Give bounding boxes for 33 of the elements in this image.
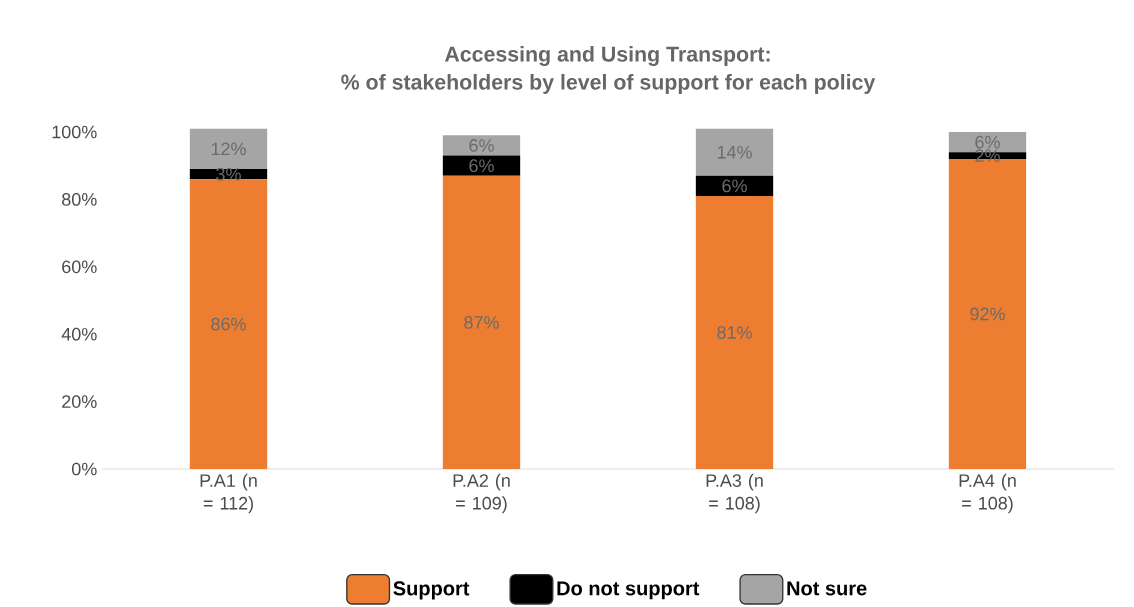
bar	[442, 175, 521, 469]
bar	[695, 175, 774, 197]
data-label: 3%	[216, 167, 241, 181]
data-label: 81%	[717, 326, 752, 339]
y-tick-label: 60%	[62, 260, 97, 274]
data-label: 86%	[211, 317, 246, 331]
legend-label: Do not support	[557, 581, 700, 600]
bar	[695, 196, 774, 469]
x-tick-label: P.A1 (n = 112)	[200, 473, 257, 514]
data-label: 92%	[970, 307, 1005, 321]
data-label: 12%	[211, 142, 246, 156]
data-label: 6%	[469, 139, 494, 152]
legend-label: Support	[393, 581, 470, 600]
bar	[189, 179, 268, 469]
bar	[442, 155, 521, 176]
data-label: 6%	[469, 159, 494, 173]
data-label: 87%	[464, 316, 499, 329]
chart-subtitle: % of stakeholders by level of support for each policy	[341, 74, 876, 94]
y-tick-label: 0%	[71, 462, 97, 476]
chart-title: Accessing and Using Transport:	[444, 46, 770, 66]
legend-label: Not sure	[787, 581, 867, 596]
data-label: 6%	[975, 135, 1000, 149]
y-tick-label: 20%	[62, 395, 97, 408]
y-tick-label: 40%	[61, 327, 97, 341]
y-tick-label: 80%	[62, 193, 97, 206]
x-tick-label: P.A2 (n = 109)	[453, 473, 510, 514]
x-tick-label: P.A4 (n = 108)	[959, 473, 1016, 514]
y-tick-label: 100%	[52, 125, 97, 139]
data-label: 6%	[722, 179, 747, 193]
bar	[695, 128, 774, 176]
x-tick-label: P.A3 (n = 108)	[706, 473, 763, 514]
bar	[442, 135, 521, 156]
data-label: 14%	[717, 145, 752, 159]
